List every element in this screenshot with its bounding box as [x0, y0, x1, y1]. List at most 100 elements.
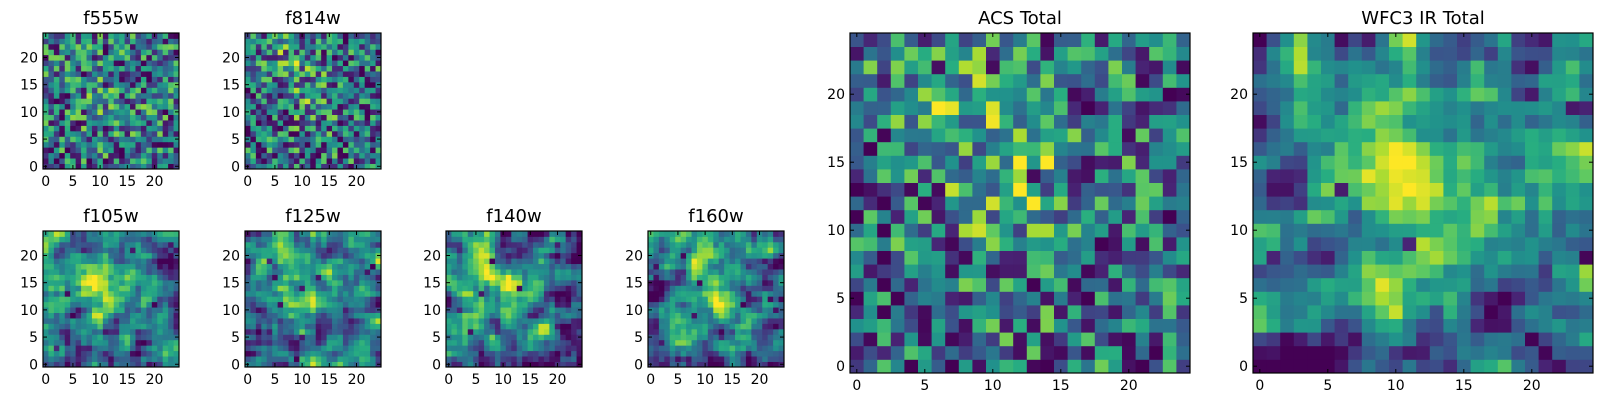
heatmap-cell — [359, 285, 366, 292]
heatmap-cell — [261, 54, 268, 61]
heatmap-cell — [140, 125, 147, 132]
heatmap-cell — [863, 46, 878, 61]
heatmap-cell — [310, 285, 317, 292]
heatmap-cell — [1040, 128, 1055, 143]
heatmap-cell — [740, 269, 747, 275]
heatmap-cell — [696, 345, 703, 352]
heatmap-cell — [370, 38, 376, 45]
heatmap-cell — [151, 350, 158, 357]
heatmap-cell — [1402, 264, 1417, 279]
heatmap-cell — [146, 141, 153, 148]
heatmap-cell — [86, 247, 93, 254]
heatmap-cell — [554, 328, 561, 335]
heatmap-cell — [108, 60, 115, 67]
heatmap-cell — [527, 247, 534, 254]
heatmap-cell — [473, 312, 480, 319]
heatmap-cell — [113, 345, 120, 352]
heatmap-cell — [310, 141, 317, 148]
heatmap-cell — [1094, 73, 1109, 88]
heatmap-cell — [59, 81, 66, 88]
heatmap-cell — [102, 274, 109, 281]
heatmap-cell — [918, 73, 932, 88]
heatmap-cell — [48, 65, 55, 72]
heatmap-cell — [702, 296, 709, 303]
heatmap-cell — [250, 136, 257, 143]
heatmap-cell — [173, 43, 180, 50]
heatmap-cell — [348, 141, 355, 148]
heatmap-cell — [1470, 359, 1485, 374]
heatmap-cell — [102, 231, 109, 237]
y-tick-label: 15 — [625, 276, 643, 292]
heatmap-cell — [505, 279, 512, 286]
heatmap-cell — [70, 158, 77, 164]
heatmap-cell — [75, 103, 82, 110]
heatmap-cell — [102, 236, 109, 243]
heatmap-cell — [261, 43, 268, 50]
heatmap-cell — [756, 356, 763, 362]
heatmap-cell — [283, 136, 289, 143]
heatmap-cell — [505, 258, 512, 265]
heatmap-cell — [370, 274, 376, 281]
heatmap-cell — [1511, 345, 1526, 360]
heatmap-cell — [1108, 128, 1123, 143]
heatmap-cell — [1054, 318, 1068, 333]
heatmap-cell — [658, 296, 665, 303]
heatmap-cell — [999, 359, 1014, 374]
heatmap-cell — [113, 136, 120, 143]
heatmap-cell — [168, 141, 174, 148]
heatmap-cell — [669, 323, 676, 330]
heatmap-cell — [740, 252, 747, 259]
heatmap-cell — [1266, 196, 1281, 211]
heatmap-cell — [97, 285, 104, 292]
heatmap-cell — [877, 33, 892, 47]
heatmap-cell — [1266, 277, 1281, 292]
heatmap-cell — [494, 334, 501, 341]
heatmap-cell — [511, 361, 518, 368]
heatmap-cell — [462, 274, 469, 281]
heatmap-cell — [348, 318, 355, 324]
heatmap-cell — [261, 130, 268, 137]
heatmap-cell — [168, 334, 174, 341]
heatmap-cell — [261, 231, 268, 237]
heatmap-cell — [310, 125, 317, 132]
heatmap-cell — [342, 274, 349, 281]
heatmap-cell — [686, 356, 692, 362]
heatmap-cell — [272, 141, 279, 148]
heatmap-cell — [850, 223, 864, 238]
heatmap-cell — [1135, 345, 1150, 360]
heatmap-cell — [1162, 87, 1177, 102]
heatmap-cell — [146, 98, 153, 105]
heatmap-cell — [1579, 196, 1594, 211]
heatmap-cell — [745, 301, 752, 308]
heatmap-cell — [108, 109, 115, 115]
heatmap-cell — [86, 43, 93, 50]
heatmap-cell — [863, 305, 878, 319]
heatmap-cell — [102, 98, 109, 105]
heatmap-cell — [680, 312, 687, 319]
heatmap-cell — [1266, 332, 1281, 347]
heatmap-cell — [489, 323, 496, 330]
heatmap-cell — [986, 196, 1000, 211]
heatmap-cell — [266, 296, 273, 303]
heatmap-cell — [904, 141, 919, 156]
heatmap-cell — [484, 356, 490, 362]
heatmap-cell — [108, 49, 115, 56]
heatmap-cell — [773, 279, 779, 286]
heatmap-cell — [75, 318, 82, 324]
heatmap-cell — [283, 163, 289, 170]
heatmap-cell — [691, 290, 698, 297]
heatmap-cell — [119, 147, 125, 154]
panel-title: f814w — [285, 8, 340, 29]
heatmap-cell — [304, 147, 311, 154]
heatmap-cell — [762, 269, 769, 275]
heatmap-cell — [272, 312, 279, 319]
heatmap-cell — [119, 76, 125, 83]
heatmap-cell — [304, 356, 311, 362]
heatmap-cell — [1389, 182, 1403, 197]
heatmap-cell — [669, 274, 676, 281]
heatmap-cell — [337, 301, 344, 308]
heatmap-cell — [1443, 264, 1458, 279]
heatmap-cell — [75, 334, 82, 341]
heatmap-cell — [500, 290, 507, 297]
heatmap-cell — [108, 252, 115, 259]
